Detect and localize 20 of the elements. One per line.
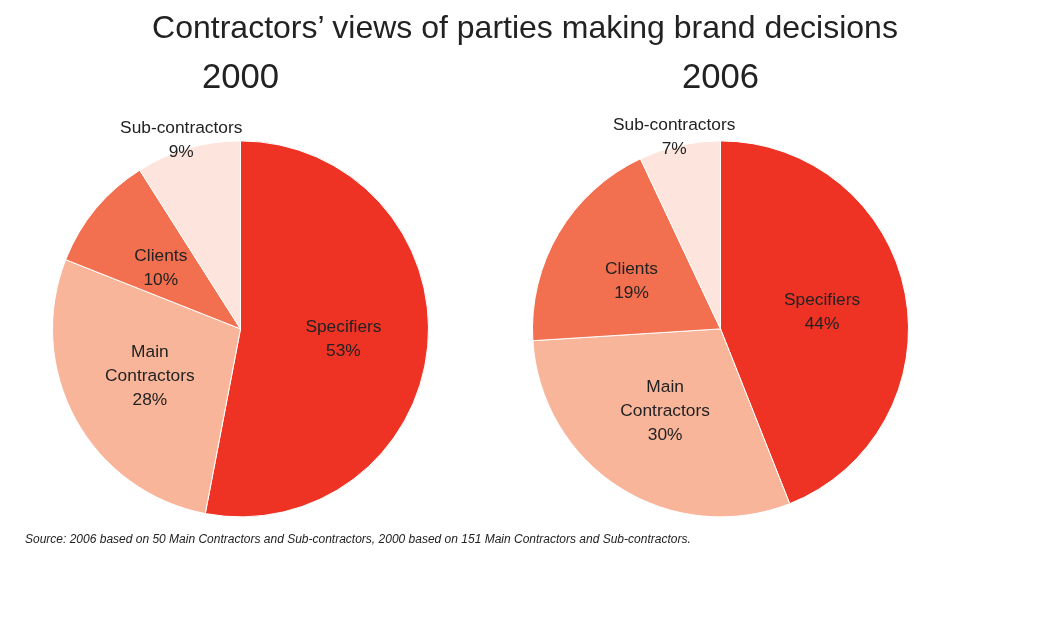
data-label: 10%: [143, 269, 179, 290]
slice-label: Main Contractors: [620, 375, 711, 420]
slice-label: Clients: [134, 245, 188, 266]
chart-subtitle: 2006: [681, 56, 760, 95]
slice-label: Specifiers: [784, 288, 861, 309]
slice-label: Sub-contractors: [613, 113, 736, 134]
data-label: 7%: [661, 137, 687, 158]
slice-label: Main Contractors: [105, 340, 196, 385]
data-label: 30%: [647, 423, 683, 444]
data-label: 28%: [132, 388, 168, 409]
data-label: 53%: [326, 339, 361, 360]
slice-label: Clients: [605, 257, 659, 278]
chart-subtitle: 2000: [201, 56, 280, 95]
data-label: 9%: [168, 140, 194, 161]
slice-label: Sub-contractors: [120, 116, 243, 137]
slice-label: Specifiers: [305, 315, 382, 336]
source-note: Source: 2006 based on 50 Main Contractors and Sub-contractors, 2000 based on 151 Main Contractors and Sub-contractors.: [25, 530, 691, 548]
text: Contractors’ views of parties making brand decisions: [152, 8, 898, 47]
data-label: 19%: [614, 281, 649, 302]
data-label: 44%: [804, 312, 840, 333]
